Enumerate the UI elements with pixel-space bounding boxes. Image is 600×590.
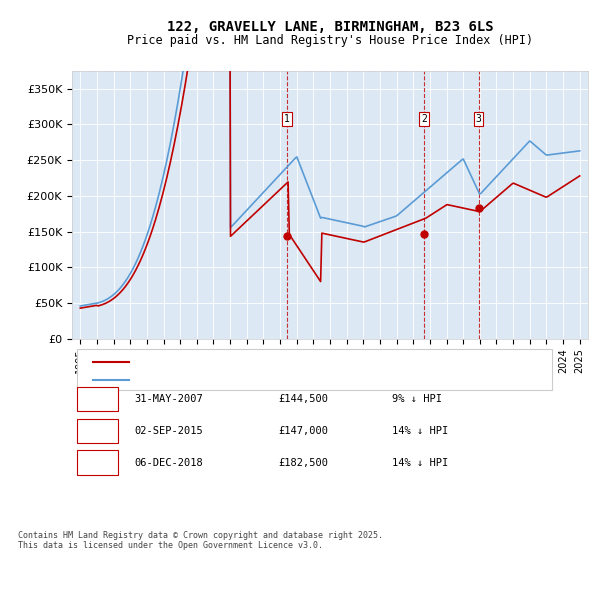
Text: £144,500: £144,500 bbox=[278, 394, 328, 404]
Text: HPI: Average price, semi-detached house, Birmingham: HPI: Average price, semi-detached house,… bbox=[139, 375, 413, 384]
FancyBboxPatch shape bbox=[77, 451, 118, 474]
Text: Price paid vs. HM Land Registry's House Price Index (HPI): Price paid vs. HM Land Registry's House … bbox=[127, 34, 533, 47]
Text: 122, GRAVELLY LANE, BIRMINGHAM, B23 6LS: 122, GRAVELLY LANE, BIRMINGHAM, B23 6LS bbox=[167, 19, 493, 34]
FancyBboxPatch shape bbox=[77, 349, 552, 390]
Text: Contains HM Land Registry data © Crown copyright and database right 2025.
This d: Contains HM Land Registry data © Crown c… bbox=[18, 531, 383, 550]
Text: £182,500: £182,500 bbox=[278, 458, 328, 467]
FancyBboxPatch shape bbox=[77, 387, 118, 411]
Text: 14% ↓ HPI: 14% ↓ HPI bbox=[392, 458, 448, 467]
Text: 2: 2 bbox=[421, 114, 427, 124]
Text: 02-SEP-2015: 02-SEP-2015 bbox=[134, 426, 203, 436]
Text: 06-DEC-2018: 06-DEC-2018 bbox=[134, 458, 203, 467]
Text: £147,000: £147,000 bbox=[278, 426, 328, 436]
Text: 3: 3 bbox=[94, 458, 101, 467]
Text: 122, GRAVELLY LANE, BIRMINGHAM, B23 6LS (semi-detached house): 122, GRAVELLY LANE, BIRMINGHAM, B23 6LS … bbox=[139, 357, 467, 366]
Text: 1: 1 bbox=[94, 394, 101, 404]
Text: 31-MAY-2007: 31-MAY-2007 bbox=[134, 394, 203, 404]
Text: 9% ↓ HPI: 9% ↓ HPI bbox=[392, 394, 442, 404]
Text: 1: 1 bbox=[284, 114, 290, 124]
FancyBboxPatch shape bbox=[77, 419, 118, 443]
Text: 14% ↓ HPI: 14% ↓ HPI bbox=[392, 426, 448, 436]
Text: 3: 3 bbox=[476, 114, 481, 124]
Text: 2: 2 bbox=[94, 426, 101, 436]
